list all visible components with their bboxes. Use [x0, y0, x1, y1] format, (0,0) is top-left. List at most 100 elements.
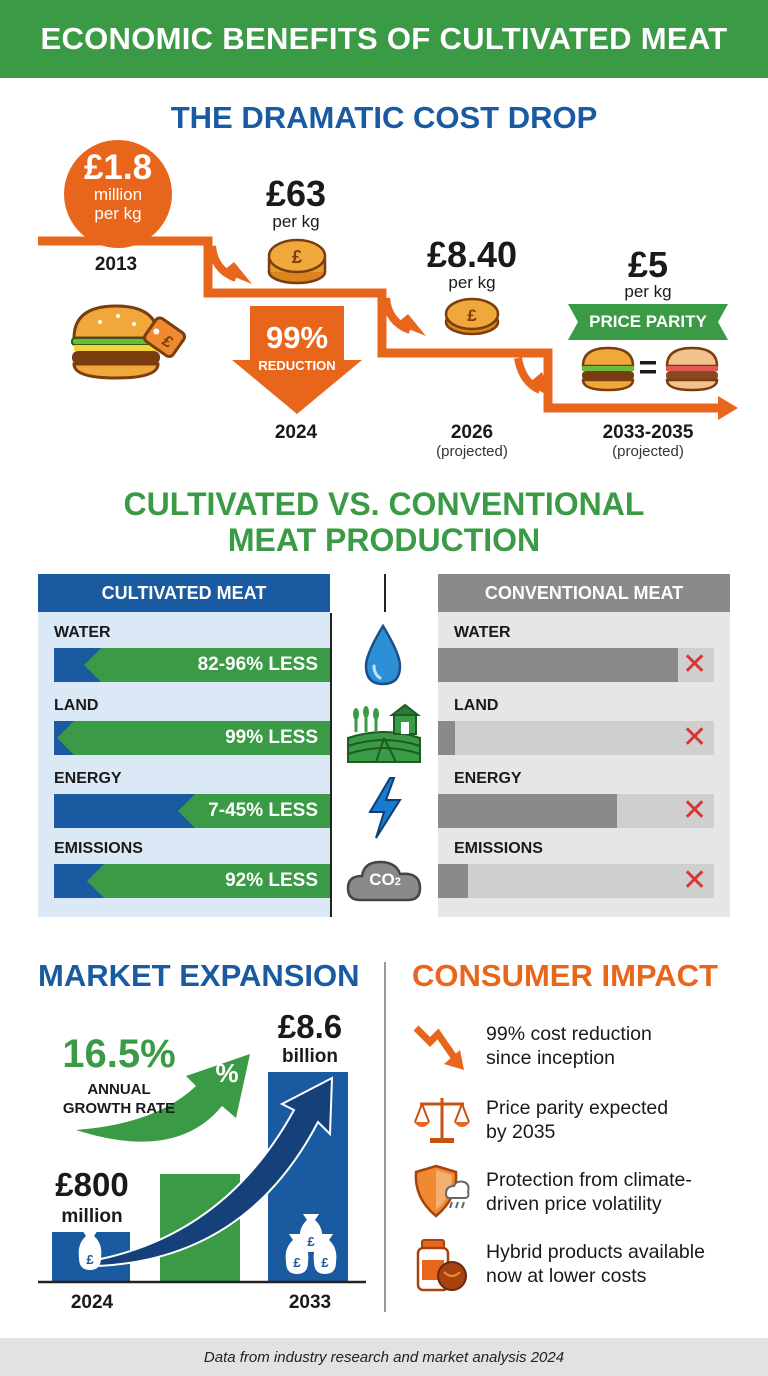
red-x-icon: ✕: [682, 648, 708, 681]
shield-weather-icon: [414, 1164, 470, 1218]
year-2026: 2026: [450, 422, 494, 443]
consumer-item-4-line1: Hybrid products available: [486, 1241, 705, 1263]
svg-text:£: £: [307, 1234, 315, 1249]
co2-label: CO2: [346, 870, 424, 890]
bottom-divider: [384, 962, 386, 1312]
cultivated-header: CULTIVATED MEAT: [38, 574, 330, 612]
equals-sign: =: [638, 349, 658, 385]
growth-trend-arrow: [95, 1076, 334, 1268]
co2-subscript: 2: [394, 876, 401, 888]
consumer-title: CONSUMER IMPACT: [412, 958, 718, 993]
year-2024: 2024: [274, 422, 318, 443]
cultivated-bar-fill: [178, 794, 330, 828]
price-2013-unit-l1: million: [93, 185, 143, 204]
reduction-percent: 99%: [265, 320, 329, 355]
cultivated-bar-value: 7-45% LESS: [208, 800, 318, 821]
money-bag-icon: £: [78, 1230, 102, 1270]
conventional-burger-icon: [665, 346, 719, 392]
svg-text:£: £: [467, 306, 477, 325]
start-unit: million: [61, 1206, 123, 1227]
growth-label-line2: GROWTH RATE: [62, 1100, 176, 1117]
consumer-item-2: Price parity expected by 2035: [486, 1096, 668, 1144]
conventional-header: CONVENTIONAL MEAT: [438, 574, 730, 612]
svg-text:£: £: [292, 247, 302, 267]
money-bags-icon: £ £ £: [285, 1214, 337, 1274]
market-title: MARKET EXPANSION: [38, 958, 360, 993]
red-x-icon: ✕: [682, 864, 708, 897]
consumer-item-2-line1: Price parity expected: [486, 1097, 669, 1119]
cultivated-bar-value: 99% LESS: [225, 727, 318, 748]
svg-text:£: £: [293, 1255, 301, 1270]
end-unit: billion: [282, 1046, 338, 1067]
consumer-item-3-line1: Protection from climate-: [486, 1169, 692, 1191]
consumer-item-4-line2: now at lower costs: [486, 1265, 647, 1287]
year-2033-note: (projected): [612, 443, 684, 460]
conventional-bar-fill: [438, 794, 617, 828]
price-2024-unit: per kg: [272, 212, 320, 231]
coin-stack-icon: £: [267, 238, 327, 285]
year-2026-note: (projected): [436, 443, 508, 460]
page-title: ECONOMIC BENEFITS OF CULTIVATED MEAT: [40, 21, 728, 56]
reduction-arrow: [232, 306, 362, 414]
cultivated-metric-label: ENERGY: [54, 770, 122, 787]
year-2013: 2013: [94, 254, 138, 275]
consumer-item-1-line1: 99% cost reduction: [486, 1023, 652, 1045]
start-year: 2024: [70, 1292, 114, 1313]
cultivated-metric-label: LAND: [54, 697, 99, 714]
consumer-item-4: Hybrid products available now at lower c…: [486, 1240, 705, 1288]
comparison-title-line2: MEAT PRODUCTION: [227, 522, 541, 558]
price-2013-badge: £1.8 million per kg: [64, 140, 172, 248]
price-2013-unit-l2: per kg: [94, 204, 142, 223]
price-2033-unit: per kg: [624, 282, 672, 301]
farmland-icon: [347, 703, 421, 763]
header-banner: ECONOMIC BENEFITS OF CULTIVATED MEAT: [0, 0, 768, 78]
year-2033-2035: 2033-2035: [602, 422, 694, 443]
end-value: £8.6: [277, 1008, 343, 1045]
coin-icon: £: [444, 297, 500, 336]
consumer-item-2-line2: by 2035: [486, 1121, 556, 1143]
growth-label-line1: ANNUAL: [87, 1081, 151, 1098]
price-2013-value: £1.8: [83, 148, 153, 187]
price-2033-value: £5: [627, 244, 669, 285]
conventional-bar-track: [438, 864, 714, 898]
svg-text:£: £: [86, 1252, 94, 1267]
red-x-icon: ✕: [682, 794, 708, 827]
water-drop-icon: [364, 624, 402, 686]
red-x-icon: ✕: [682, 721, 708, 754]
price-2026-unit: per kg: [448, 273, 496, 292]
cultivated-metric-label: WATER: [54, 624, 111, 641]
conventional-bar-fill: [438, 721, 455, 755]
start-value: £800: [55, 1166, 129, 1203]
consumer-item-3-line2: driven price volatility: [486, 1193, 662, 1215]
market-chart: £ £ £ £: [38, 1054, 366, 1284]
cultivated-bar-value: 92% LESS: [225, 870, 318, 891]
cultivated-burger-icon: [581, 346, 635, 392]
price-parity-ribbon: [568, 304, 728, 340]
footer-bar: Data from industry research and market a…: [0, 1338, 768, 1376]
cost-drop-title: THE DRAMATIC COST DROP: [170, 100, 598, 135]
comparison-title-line1: CULTIVATED VS. CONVENTIONAL: [123, 486, 645, 522]
price-2024-value: £63: [265, 173, 327, 214]
percent-symbol: %: [215, 1058, 239, 1088]
conventional-metric-label: EMISSIONS: [454, 840, 543, 857]
footer-text: Data from industry research and market a…: [203, 1348, 565, 1366]
consumer-item-1-line2: since inception: [486, 1047, 615, 1069]
jar-product-icon: [416, 1239, 467, 1292]
svg-text:£: £: [321, 1255, 329, 1270]
conventional-metric-label: LAND: [454, 697, 499, 714]
burger-price-tag-icon: £: [71, 304, 187, 380]
consumer-item-3: Protection from climate- driven price vo…: [486, 1168, 692, 1216]
lightning-icon: [368, 777, 402, 839]
co2-cloud-icon: [346, 860, 422, 902]
price-parity-badge: PRICE PARITY: [589, 312, 707, 331]
cultivated-bar-value: 82-96% LESS: [197, 654, 318, 675]
price-2026-value: £8.40: [426, 234, 518, 275]
growth-arrow: [76, 1054, 250, 1142]
cultivated-bar-fill: [84, 648, 330, 682]
conventional-bar-fill: [438, 648, 678, 682]
conventional-metric-label: WATER: [454, 624, 511, 641]
conventional-metric-label: ENERGY: [454, 770, 522, 787]
cultivated-divider: [330, 613, 332, 917]
center-divider: [384, 574, 386, 612]
down-trend-arrow-icon: [413, 1025, 464, 1070]
